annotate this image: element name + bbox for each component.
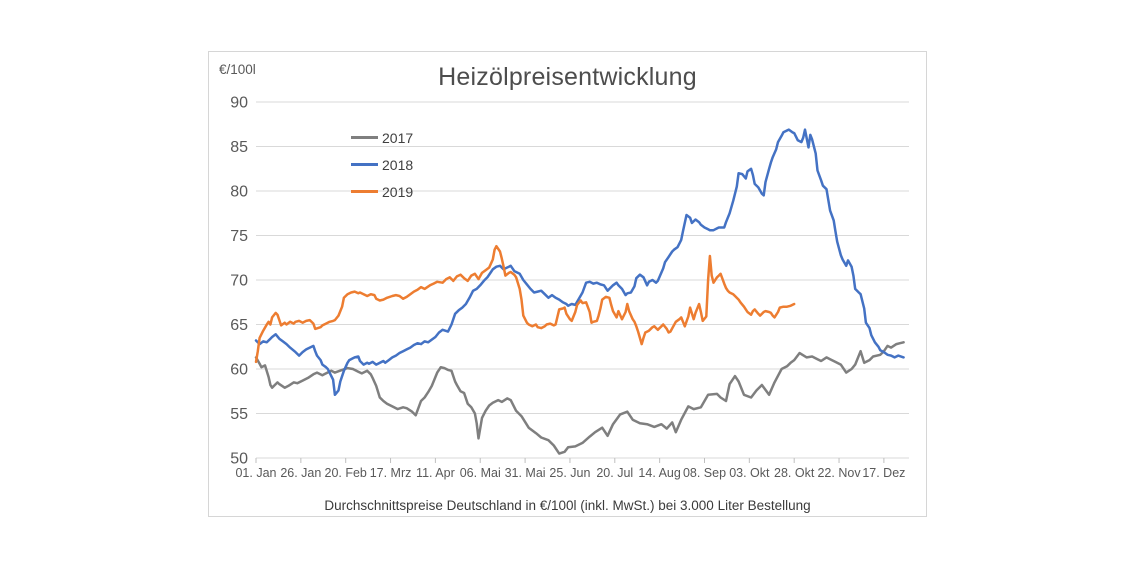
- legend-item-2017: 2017: [351, 124, 413, 151]
- x-tick-label: 11. Apr: [416, 466, 455, 480]
- y-tick-label: 60: [230, 362, 248, 379]
- y-tick-label: 80: [230, 184, 248, 201]
- y-tick-label: 70: [230, 273, 248, 290]
- legend-item-2019: 2019: [351, 178, 413, 205]
- legend-label-2019: 2019: [382, 183, 414, 200]
- series-line-2017: [254, 341, 905, 455]
- x-tick-label: 01. Jan: [235, 466, 276, 480]
- x-tick-label: 20. Jul: [596, 466, 633, 480]
- legend-label-2018: 2018: [382, 156, 414, 173]
- chart-panel: 50 55 60 65 70 75 80 85 90 01. Jan 26. Jan 20. Feb 1…: [208, 51, 927, 517]
- x-tick-label: 17. Dez: [862, 466, 905, 480]
- legend-item-2018: 2018: [351, 151, 413, 178]
- legend-swatch-2017: [351, 136, 378, 139]
- legend-label-2017: 2017: [382, 129, 414, 146]
- y-tick-label: 65: [230, 317, 248, 334]
- x-tick-label: 31. Mai: [505, 466, 546, 480]
- x-tick-label: 08. Sep: [683, 466, 726, 480]
- x-tick-label: 17. Mrz: [370, 466, 412, 480]
- y-tick-label: 90: [230, 95, 248, 112]
- y-tick-label: 85: [230, 139, 248, 156]
- x-tick-label: 26. Jan: [280, 466, 321, 480]
- chart-caption: Durchschnittspreise Deutschland in €/100…: [324, 498, 811, 513]
- y-tick-label: 55: [230, 406, 248, 423]
- chart-legend: 2017 2018 2019: [351, 124, 413, 205]
- x-tick-label: 28. Okt: [774, 466, 815, 480]
- series-line-2019: [254, 244, 796, 364]
- x-tick-label: 22. Nov: [817, 466, 861, 480]
- legend-swatch-2019: [351, 190, 378, 193]
- x-tick-label: 06. Mai: [460, 466, 501, 480]
- x-tick-label: 25. Jun: [549, 466, 590, 480]
- chart-title: Heizölpreisentwicklung: [438, 63, 697, 91]
- x-tick-label: 20. Feb: [325, 466, 367, 480]
- y-axis-unit-label: €/100l: [219, 62, 256, 77]
- y-tick-label: 75: [230, 228, 248, 245]
- legend-swatch-2018: [351, 163, 378, 166]
- series-line-2018: [254, 128, 905, 397]
- x-tick-label: 14. Aug: [638, 466, 680, 480]
- y-tick-label: 50: [230, 451, 248, 468]
- x-tick-label: 03. Okt: [729, 466, 770, 480]
